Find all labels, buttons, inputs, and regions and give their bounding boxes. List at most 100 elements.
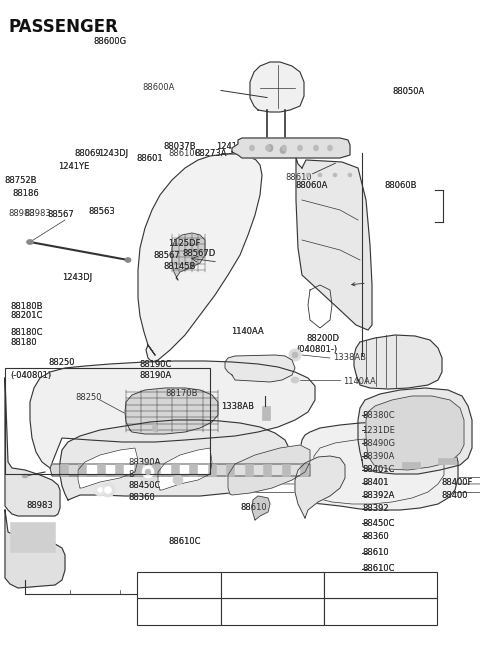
- Text: 88490G: 88490G: [362, 439, 396, 448]
- Ellipse shape: [265, 145, 271, 151]
- Polygon shape: [50, 464, 310, 476]
- Text: 88190C: 88190C: [139, 360, 171, 370]
- Text: SENSOR TYPE: SENSOR TYPE: [238, 607, 307, 616]
- Text: 88050A: 88050A: [393, 87, 425, 96]
- Text: 88145B: 88145B: [163, 262, 195, 271]
- Text: 88250: 88250: [48, 358, 74, 367]
- Text: 1125DF: 1125DF: [168, 239, 200, 249]
- Polygon shape: [5, 378, 60, 516]
- Text: 88360: 88360: [129, 492, 156, 502]
- Text: 88450C: 88450C: [129, 481, 161, 490]
- Polygon shape: [354, 335, 442, 389]
- Polygon shape: [252, 496, 270, 520]
- Text: 88567: 88567: [47, 210, 74, 219]
- Polygon shape: [358, 388, 472, 474]
- Bar: [438, 458, 456, 464]
- Polygon shape: [60, 420, 290, 500]
- Bar: [5, 368, 210, 474]
- Text: 88401C: 88401C: [362, 465, 395, 474]
- Text: 88069: 88069: [74, 149, 101, 158]
- Text: 88201C: 88201C: [11, 311, 43, 320]
- Text: 88400: 88400: [442, 491, 468, 500]
- Ellipse shape: [348, 173, 352, 177]
- Text: 1338AB: 1338AB: [221, 402, 254, 411]
- Ellipse shape: [291, 377, 299, 383]
- Ellipse shape: [289, 349, 301, 361]
- Text: (040801-): (040801-): [297, 345, 338, 354]
- Ellipse shape: [281, 145, 287, 151]
- Text: 88190A: 88190A: [139, 371, 171, 380]
- Bar: [402, 462, 420, 468]
- Bar: [78, 464, 86, 476]
- Text: 88392A: 88392A: [362, 491, 395, 500]
- Text: 88400F: 88400F: [442, 478, 473, 487]
- Text: 88201C: 88201C: [11, 311, 43, 320]
- Text: 1243DJ: 1243DJ: [62, 273, 93, 282]
- Text: 1338AB: 1338AB: [221, 402, 254, 411]
- Text: 1140AA: 1140AA: [231, 327, 264, 336]
- Text: 88400: 88400: [442, 491, 468, 500]
- Text: 1241YE: 1241YE: [58, 162, 89, 171]
- Text: 88273A: 88273A: [194, 149, 227, 158]
- Bar: [10, 522, 55, 552]
- Ellipse shape: [22, 474, 28, 478]
- Text: 88983: 88983: [26, 501, 53, 510]
- Text: Period: Period: [162, 607, 195, 616]
- Bar: [137, 572, 221, 598]
- Text: 88600A: 88600A: [142, 581, 174, 590]
- Text: 88401: 88401: [362, 478, 389, 487]
- Text: 88567D: 88567D: [182, 249, 216, 258]
- Bar: [137, 598, 221, 625]
- Polygon shape: [5, 510, 65, 588]
- Text: 88567: 88567: [47, 210, 74, 219]
- Text: 88610C: 88610C: [362, 564, 395, 574]
- Text: 1231DE: 1231DE: [362, 426, 395, 435]
- Text: 88380C: 88380C: [362, 411, 395, 420]
- Text: 88390A: 88390A: [362, 452, 395, 461]
- Polygon shape: [295, 456, 345, 518]
- Text: 88390A: 88390A: [129, 458, 161, 467]
- Text: 88392A: 88392A: [362, 491, 395, 500]
- Bar: [97, 464, 105, 476]
- Text: (-040801): (-040801): [11, 371, 52, 380]
- Ellipse shape: [267, 145, 273, 152]
- Ellipse shape: [306, 173, 310, 177]
- Ellipse shape: [318, 173, 322, 177]
- Text: 1243DJ: 1243DJ: [98, 149, 129, 158]
- Text: 1241YE: 1241YE: [58, 162, 89, 171]
- Text: 1243DJ: 1243DJ: [98, 149, 129, 158]
- Polygon shape: [30, 361, 315, 468]
- Bar: [152, 464, 160, 476]
- Bar: [262, 406, 270, 420]
- Text: CUSHION ASSY: CUSHION ASSY: [347, 581, 414, 590]
- Polygon shape: [228, 445, 310, 495]
- Polygon shape: [232, 138, 350, 158]
- Text: 88360: 88360: [362, 532, 389, 541]
- Bar: [245, 464, 252, 476]
- Ellipse shape: [94, 484, 106, 496]
- Text: 88601: 88601: [137, 154, 163, 164]
- Text: 88145B: 88145B: [163, 262, 195, 271]
- Ellipse shape: [333, 173, 337, 177]
- Text: PODS: PODS: [260, 581, 285, 590]
- Text: 88180B: 88180B: [11, 301, 43, 311]
- Text: 88600A: 88600A: [142, 84, 174, 92]
- Text: 88450C: 88450C: [362, 519, 395, 528]
- Polygon shape: [158, 448, 212, 490]
- Text: 88170B: 88170B: [166, 389, 198, 398]
- Bar: [208, 464, 216, 476]
- Bar: [60, 464, 68, 476]
- Text: 88610: 88610: [362, 548, 389, 557]
- Text: 88567: 88567: [154, 250, 180, 260]
- Text: 88200D: 88200D: [306, 334, 339, 343]
- Bar: [221, 572, 324, 598]
- Polygon shape: [138, 154, 262, 362]
- Text: 88360: 88360: [129, 492, 156, 502]
- Ellipse shape: [292, 352, 298, 358]
- Text: 88190C: 88190C: [139, 360, 171, 370]
- Ellipse shape: [26, 239, 34, 245]
- Text: 88170B: 88170B: [166, 389, 198, 398]
- Text: 88037B: 88037B: [163, 142, 196, 151]
- Text: 88060B: 88060B: [384, 181, 417, 190]
- Bar: [189, 464, 197, 476]
